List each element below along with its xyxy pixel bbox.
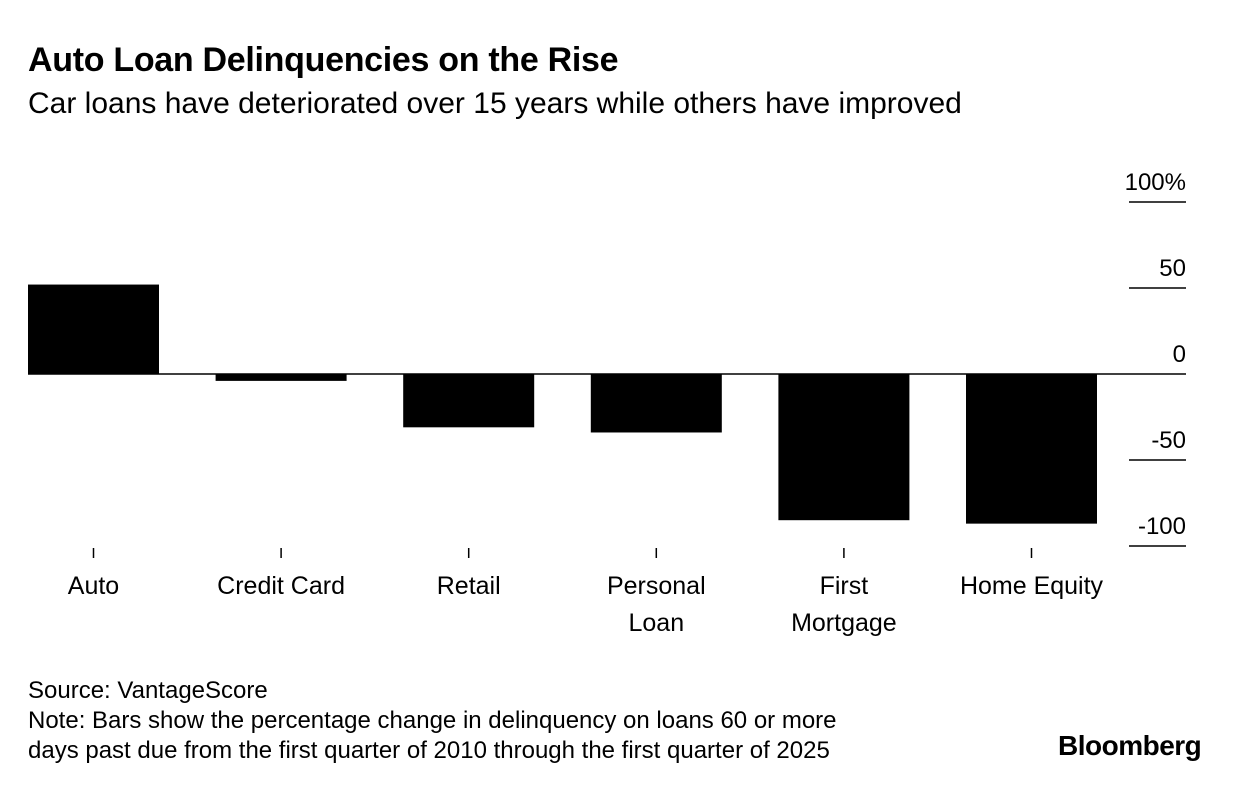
x-tick-label: Credit Card <box>217 572 345 600</box>
bar-chart: 100% 50 0 -50 -100 Auto Credit Card Retail Pers… <box>28 169 1186 637</box>
y-tick-label: 50 <box>1159 255 1186 282</box>
chart-footer: Source: VantageScore Note: Bars show the… <box>28 676 837 766</box>
bars-layer <box>28 284 1097 524</box>
chart-subtitle: Car loans have deteriorated over 15 year… <box>28 87 962 120</box>
note-text-line-1: Note: Bars show the percentage change in… <box>28 707 837 734</box>
x-tick-label: Home Equity <box>960 572 1104 600</box>
bar-first-mortgage <box>778 374 910 521</box>
bar-retail <box>403 374 535 428</box>
source-text: Source: VantageScore <box>28 677 268 704</box>
note-text-line-2: days past due from the first quarter of … <box>28 737 830 764</box>
chart-title: Auto Loan Delinquencies on the Rise <box>28 41 619 79</box>
x-axis: Auto Credit Card Retail Personal Loan First Mo… <box>68 548 1104 637</box>
bar-personal-loan <box>590 374 722 433</box>
y-tick-label: 100% <box>1125 169 1186 196</box>
y-tick-label: -50 <box>1151 427 1186 454</box>
y-tick-label: 0 <box>1173 341 1186 368</box>
x-tick-label: Retail <box>437 572 501 600</box>
bar-home-equity <box>966 374 1097 524</box>
bloomberg-logo: Bloomberg <box>1058 730 1202 761</box>
x-tick-label: Personal Loan <box>607 572 706 637</box>
bar-credit-card <box>215 374 347 381</box>
bar-auto <box>28 284 159 374</box>
y-tick-label: -100 <box>1138 513 1186 540</box>
x-tick-label: Auto <box>68 572 119 600</box>
x-tick-label: First Mortgage <box>791 572 897 637</box>
y-axis: 100% 50 0 -50 -100 <box>28 169 1186 547</box>
